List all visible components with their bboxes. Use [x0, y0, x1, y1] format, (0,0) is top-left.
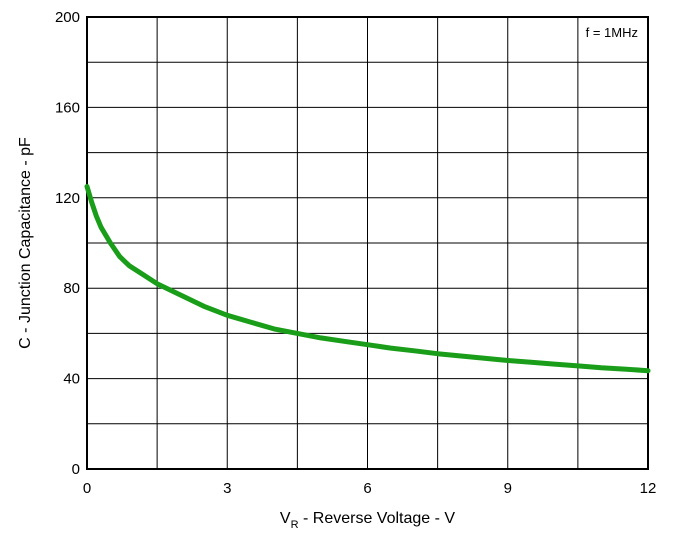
y-tick-label: 200: [55, 9, 80, 26]
x-tick-label: 3: [223, 480, 231, 497]
y-tick-label: 160: [55, 99, 80, 116]
x-tick-label: 6: [363, 480, 371, 497]
x-axis-label-main: V: [280, 510, 291, 527]
x-tick-label: 9: [504, 480, 512, 497]
x-tick-labels: 0 3 6 9 12: [83, 480, 657, 497]
y-tick-label: 0: [72, 461, 80, 478]
x-tick-label: 12: [640, 480, 657, 497]
y-tick-label: 120: [55, 190, 80, 207]
y-tick-label: 80: [63, 280, 80, 297]
x-axis-label-sub: R: [291, 519, 299, 531]
grid-lines: [86, 16, 649, 470]
x-tick-label: 0: [83, 480, 91, 497]
plot-frame: [86, 16, 649, 470]
frequency-annotation: f = 1MHz: [586, 25, 638, 40]
x-axis-label-rest: - Reverse Voltage - V: [299, 510, 456, 527]
y-tick-label: 40: [63, 371, 80, 388]
y-axis-label: C - Junction Capacitance - pF: [17, 137, 34, 349]
x-axis-label: VR - Reverse Voltage - V: [280, 510, 455, 531]
y-tick-labels: 0 40 80 120 160 200: [55, 9, 80, 478]
capacitance-curve: [84, 184, 651, 374]
